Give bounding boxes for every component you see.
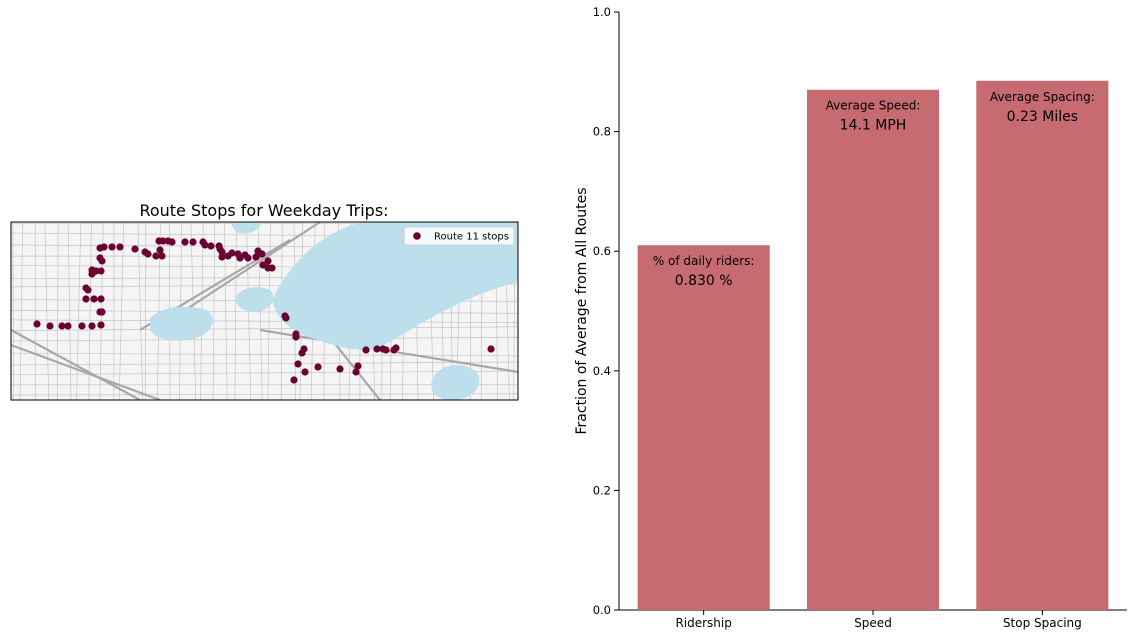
bars: [638, 81, 1109, 610]
basemap: [11, 222, 518, 400]
y-tick-label: 1.0: [593, 5, 611, 19]
route-stop-marker: [264, 257, 271, 264]
annotation-value: 14.1 MPH: [840, 118, 907, 134]
bar-stop-spacing: [976, 81, 1108, 610]
route-stop-marker: [487, 345, 494, 352]
route-stop-marker: [131, 245, 138, 252]
map-title: Route Stops for Weekday Trips:: [139, 201, 388, 220]
x-axis: Ridership Speed Stop Spacing: [675, 610, 1081, 630]
route-stop-marker: [108, 243, 115, 250]
route-stop-marker: [97, 295, 104, 302]
y-tick-label: 0.6: [593, 244, 611, 258]
route-stop-marker: [100, 243, 107, 250]
route-stop-marker: [244, 254, 251, 261]
route-stop-marker: [82, 295, 89, 302]
bar-speed: [807, 90, 939, 610]
route-stop-marker: [201, 241, 208, 248]
annotation-value: 0.830 %: [675, 273, 733, 289]
route-stop-marker: [46, 322, 53, 329]
x-tick-label: Stop Spacing: [1003, 616, 1082, 630]
route-stop-marker: [78, 322, 85, 329]
map-panel: Route Stops for Weekday Trips: Route 11 …: [11, 201, 518, 400]
y-tick-label: 0.0: [593, 603, 611, 617]
y-tick-label: 0.4: [593, 364, 611, 378]
route-stop-marker: [282, 314, 289, 321]
x-tick-label: Ridership: [675, 616, 731, 630]
y-tick-label: 0.2: [593, 483, 611, 497]
route-stop-marker: [336, 365, 343, 372]
annotation-label: % of daily riders:: [653, 254, 755, 268]
route-stop-marker: [88, 322, 95, 329]
route-stop-marker: [392, 344, 399, 351]
route-stop-marker: [116, 243, 123, 250]
legend-marker-icon: [413, 232, 421, 240]
annotation-label: Average Speed:: [826, 99, 921, 113]
route-stop-marker: [354, 362, 361, 369]
route-stop-marker: [97, 267, 104, 274]
route-stop-marker: [168, 238, 175, 245]
route-stop-marker: [314, 363, 321, 370]
legend-label: Route 11 stops: [434, 232, 509, 243]
bar-ridership: [638, 245, 770, 610]
route-stop-marker: [144, 250, 151, 257]
route-stop-marker: [88, 270, 95, 277]
bar-chart: 0.0 0.2 0.4 0.6 0.8 1.0 % of daily riders: 0.8…: [574, 5, 1127, 630]
route-stop-marker: [90, 295, 97, 302]
route-stop-marker: [228, 249, 235, 256]
route-stop-marker: [84, 286, 91, 293]
route-stop-marker: [33, 320, 40, 327]
route-stop-marker: [218, 253, 225, 260]
route-stop-marker: [207, 242, 214, 249]
route-stop-marker: [181, 238, 188, 245]
route-stop-marker: [268, 264, 275, 271]
route-stop-marker: [97, 321, 104, 328]
x-tick-label: Speed: [854, 616, 892, 630]
route-stop-marker: [362, 346, 369, 353]
annotation-value: 0.23 Miles: [1007, 109, 1078, 125]
route-stop-marker: [189, 238, 196, 245]
route-stop-marker: [290, 376, 297, 383]
route-stop-marker: [301, 368, 308, 375]
route-stop-marker: [382, 346, 389, 353]
route-stop-marker: [58, 322, 65, 329]
route-stop-marker: [298, 349, 305, 356]
y-axis-label: Fraction of Average from All Routes: [574, 188, 590, 435]
map-legend: Route 11 stops: [404, 227, 514, 245]
y-tick-label: 0.8: [593, 125, 611, 139]
route-stop-marker: [98, 308, 105, 315]
route-stop-marker: [258, 250, 265, 257]
route-stop-marker: [294, 360, 301, 367]
route-stop-marker: [158, 252, 165, 259]
route-stop-marker: [292, 333, 299, 340]
annotation-label: Average Spacing:: [990, 90, 1095, 104]
route-stop-marker: [98, 257, 105, 264]
